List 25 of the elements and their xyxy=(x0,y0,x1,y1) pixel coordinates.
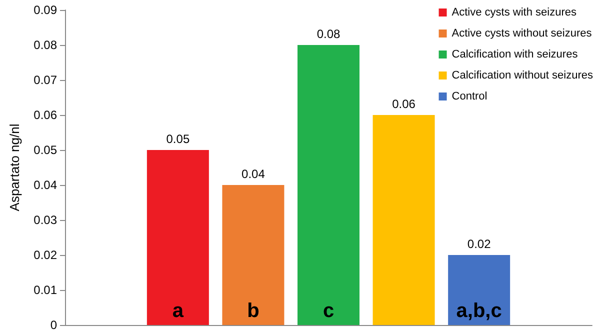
y-tick-label: 0.06 xyxy=(34,108,58,122)
legend-label: Calcification with seizures xyxy=(452,48,578,60)
y-tick-label: 0.02 xyxy=(34,248,58,262)
legend-label: Active cysts without seizures xyxy=(452,28,592,40)
y-tick-label: 0.03 xyxy=(34,213,58,227)
y-tick-label: 0.04 xyxy=(34,178,58,192)
x-tick-label: a,b,c xyxy=(456,300,502,322)
data-label: 0.05 xyxy=(166,132,190,146)
y-tick-label: 0.07 xyxy=(34,73,58,87)
y-tick-label: 0.05 xyxy=(34,143,58,157)
data-label: 0.08 xyxy=(316,27,340,41)
legend-label: Active cysts with seizures xyxy=(452,6,577,18)
data-label: 0.06 xyxy=(392,97,416,111)
data-label: 0.04 xyxy=(242,167,266,181)
x-tick-label: c xyxy=(322,300,334,322)
legend-label: Calcification without seizures xyxy=(452,70,594,82)
y-axis-title: Aspartato ng/nl xyxy=(7,124,22,212)
legend-label: Control xyxy=(452,90,488,102)
y-tick-label: 0.08 xyxy=(34,38,58,52)
y-tick-label: 0.01 xyxy=(34,283,58,297)
data-label: 0.02 xyxy=(467,237,492,251)
y-tick-label: 0 xyxy=(50,318,58,332)
x-tick-label: a xyxy=(172,300,184,322)
y-tick-label: 0.09 xyxy=(34,3,58,17)
x-tick-label: b xyxy=(247,300,260,322)
